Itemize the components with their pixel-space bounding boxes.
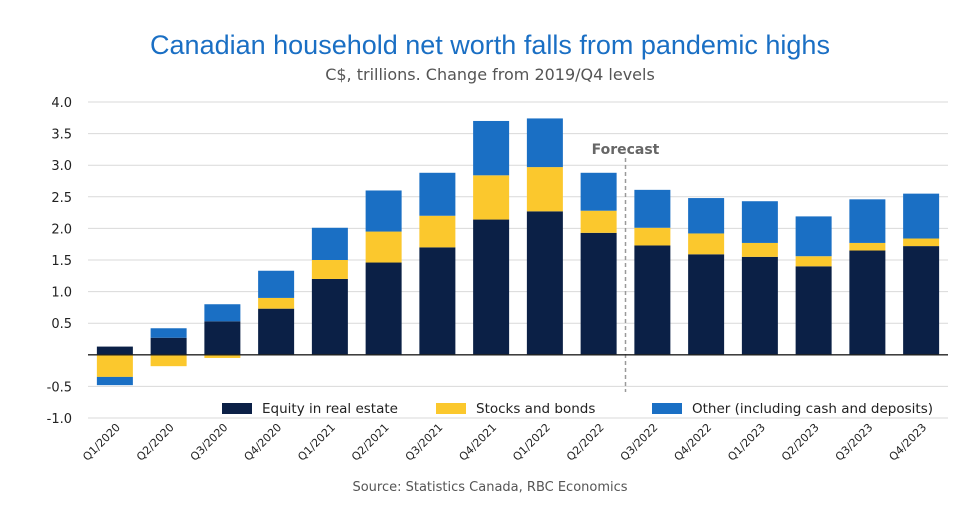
bar-segment [473, 175, 510, 220]
bar-segment [688, 254, 725, 355]
bar-segment [150, 337, 187, 355]
bar-segment [795, 256, 832, 267]
bar-segment [903, 238, 940, 247]
bar-segment [795, 266, 832, 355]
x-tick-label: Q2/2021 [349, 421, 392, 464]
bar-segment [311, 260, 348, 279]
y-tick-label: 0.5 [51, 317, 72, 332]
bar-segment [634, 227, 671, 246]
y-tick-label: 2.5 [51, 191, 72, 206]
x-tick-label: Q1/2021 [295, 421, 338, 464]
bar-segment [419, 172, 456, 216]
x-tick-label: Q3/2021 [403, 421, 446, 464]
bar-segment [634, 245, 671, 355]
chart-subtitle: C$, trillions. Change from 2019/Q4 level… [325, 65, 655, 84]
chart-source: Source: Statistics Canada, RBC Economics [352, 480, 628, 495]
legend-swatch [222, 403, 252, 414]
forecast-annotation: Forecast [592, 142, 660, 158]
x-tick-label: Q1/2022 [510, 421, 553, 464]
x-tick-label: Q2/2023 [779, 421, 822, 464]
bar-segment [688, 198, 725, 234]
bar-segment [580, 232, 617, 355]
bar-segment [849, 199, 886, 243]
chart-title: Canadian household net worth falls from … [150, 30, 830, 60]
bar-segment [741, 201, 778, 243]
bar-segment [473, 120, 510, 176]
bar-segment [741, 256, 778, 355]
bar-segment [741, 242, 778, 257]
bar-segment [311, 278, 348, 355]
bar-segment [526, 118, 563, 168]
bar-segment [688, 233, 725, 255]
bar-segment [204, 304, 241, 322]
x-tick-label: Q1/2020 [80, 421, 123, 464]
bar-segment [96, 346, 133, 355]
x-tick-label: Q1/2023 [725, 421, 768, 464]
bar-segment [849, 250, 886, 355]
y-tick-label: 2.0 [51, 222, 72, 237]
bar-segment [903, 246, 940, 355]
x-tick-label: Q4/2022 [672, 421, 715, 464]
bar-segment [473, 219, 510, 355]
x-tick-label: Q4/2020 [242, 421, 285, 464]
bar-segment [150, 354, 187, 367]
bar-segment [580, 210, 617, 233]
bar-segment [365, 231, 402, 263]
y-tick-label: -1.0 [47, 412, 72, 427]
bar-segment [258, 308, 295, 355]
x-tick-label: Q4/2023 [887, 421, 930, 464]
x-tick-label: Q4/2021 [457, 421, 500, 464]
x-tick-label: Q3/2020 [188, 421, 231, 464]
legend-swatch [652, 403, 682, 414]
bar-segment [526, 211, 563, 355]
bar-segment [526, 167, 563, 212]
y-tick-label: 4.0 [51, 96, 72, 111]
bar-segment [419, 215, 456, 248]
bar-segment [795, 216, 832, 257]
bar-segment [580, 172, 617, 211]
x-tick-label: Q2/2020 [134, 421, 177, 464]
legend-label: Other (including cash and deposits) [692, 401, 933, 417]
x-tick-label: Q2/2022 [564, 421, 607, 464]
bar-segment [96, 354, 133, 377]
legend-label: Equity in real estate [262, 401, 398, 417]
bar-segment [365, 190, 402, 232]
y-tick-label: -0.5 [47, 380, 72, 395]
bar-segment [258, 270, 295, 298]
bar-segment [96, 376, 133, 386]
bar-segment [311, 227, 348, 260]
bar-segment [634, 189, 671, 228]
bar-segment [849, 242, 886, 251]
bar-segment [365, 262, 402, 355]
legend-label: Stocks and bonds [476, 401, 595, 417]
y-tick-label: 3.0 [51, 159, 72, 174]
x-tick-label: Q3/2023 [833, 421, 876, 464]
legend-swatch [436, 403, 466, 414]
y-tick-label: 1.5 [51, 254, 72, 269]
bar-segment [204, 321, 241, 355]
x-tick-label: Q3/2022 [618, 421, 661, 464]
y-tick-label: 3.5 [51, 128, 72, 143]
bar-segment [150, 328, 187, 338]
bar-segment [204, 354, 241, 358]
bar-segment [419, 247, 456, 355]
bar-segment [903, 193, 940, 239]
bar-segment [258, 297, 295, 309]
y-tick-label: 1.0 [51, 286, 72, 301]
